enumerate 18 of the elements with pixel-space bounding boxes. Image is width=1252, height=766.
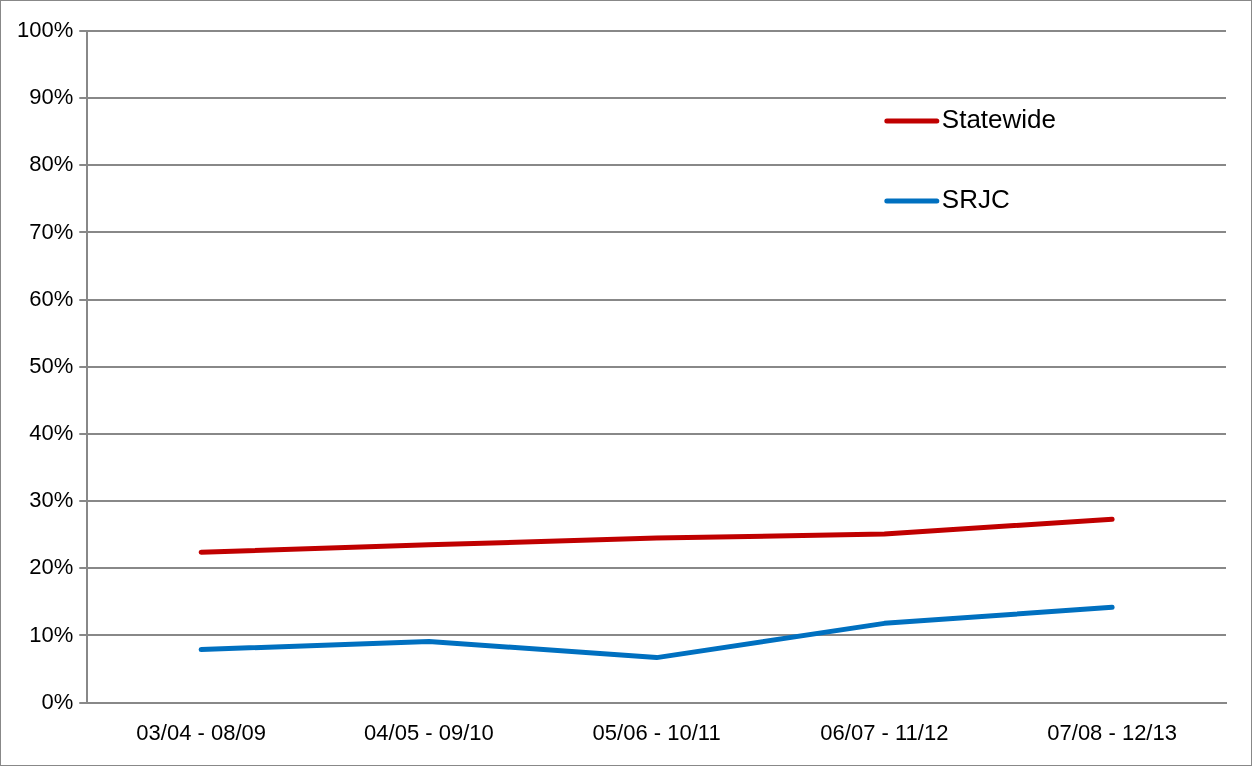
y-tick-label: 50% xyxy=(29,352,74,378)
y-tick-label: 30% xyxy=(29,487,74,513)
y-tick-label: 20% xyxy=(29,554,74,580)
x-tick-label: 06/07 - 11/12 xyxy=(820,719,949,745)
x-tick-label: 03/04 - 08/09 xyxy=(136,719,266,745)
y-tick-label: 60% xyxy=(29,285,74,311)
y-tick-label: 10% xyxy=(29,621,74,647)
legend-label: Statewide xyxy=(941,104,1057,135)
x-tick-label: 04/05 - 09/10 xyxy=(364,719,494,745)
y-tick-label: 90% xyxy=(29,84,74,110)
x-tick-label: 05/06 - 10/11 xyxy=(592,719,721,745)
y-tick-label: 70% xyxy=(29,218,74,244)
x-tick-label: 07/08 - 12/13 xyxy=(1047,719,1177,745)
y-tick-label: 100% xyxy=(16,17,74,43)
y-tick-label: 80% xyxy=(29,151,74,177)
y-tick-label: 0% xyxy=(41,688,74,714)
y-tick-label: 40% xyxy=(29,420,74,446)
legend-label: SRJC xyxy=(941,184,1010,215)
